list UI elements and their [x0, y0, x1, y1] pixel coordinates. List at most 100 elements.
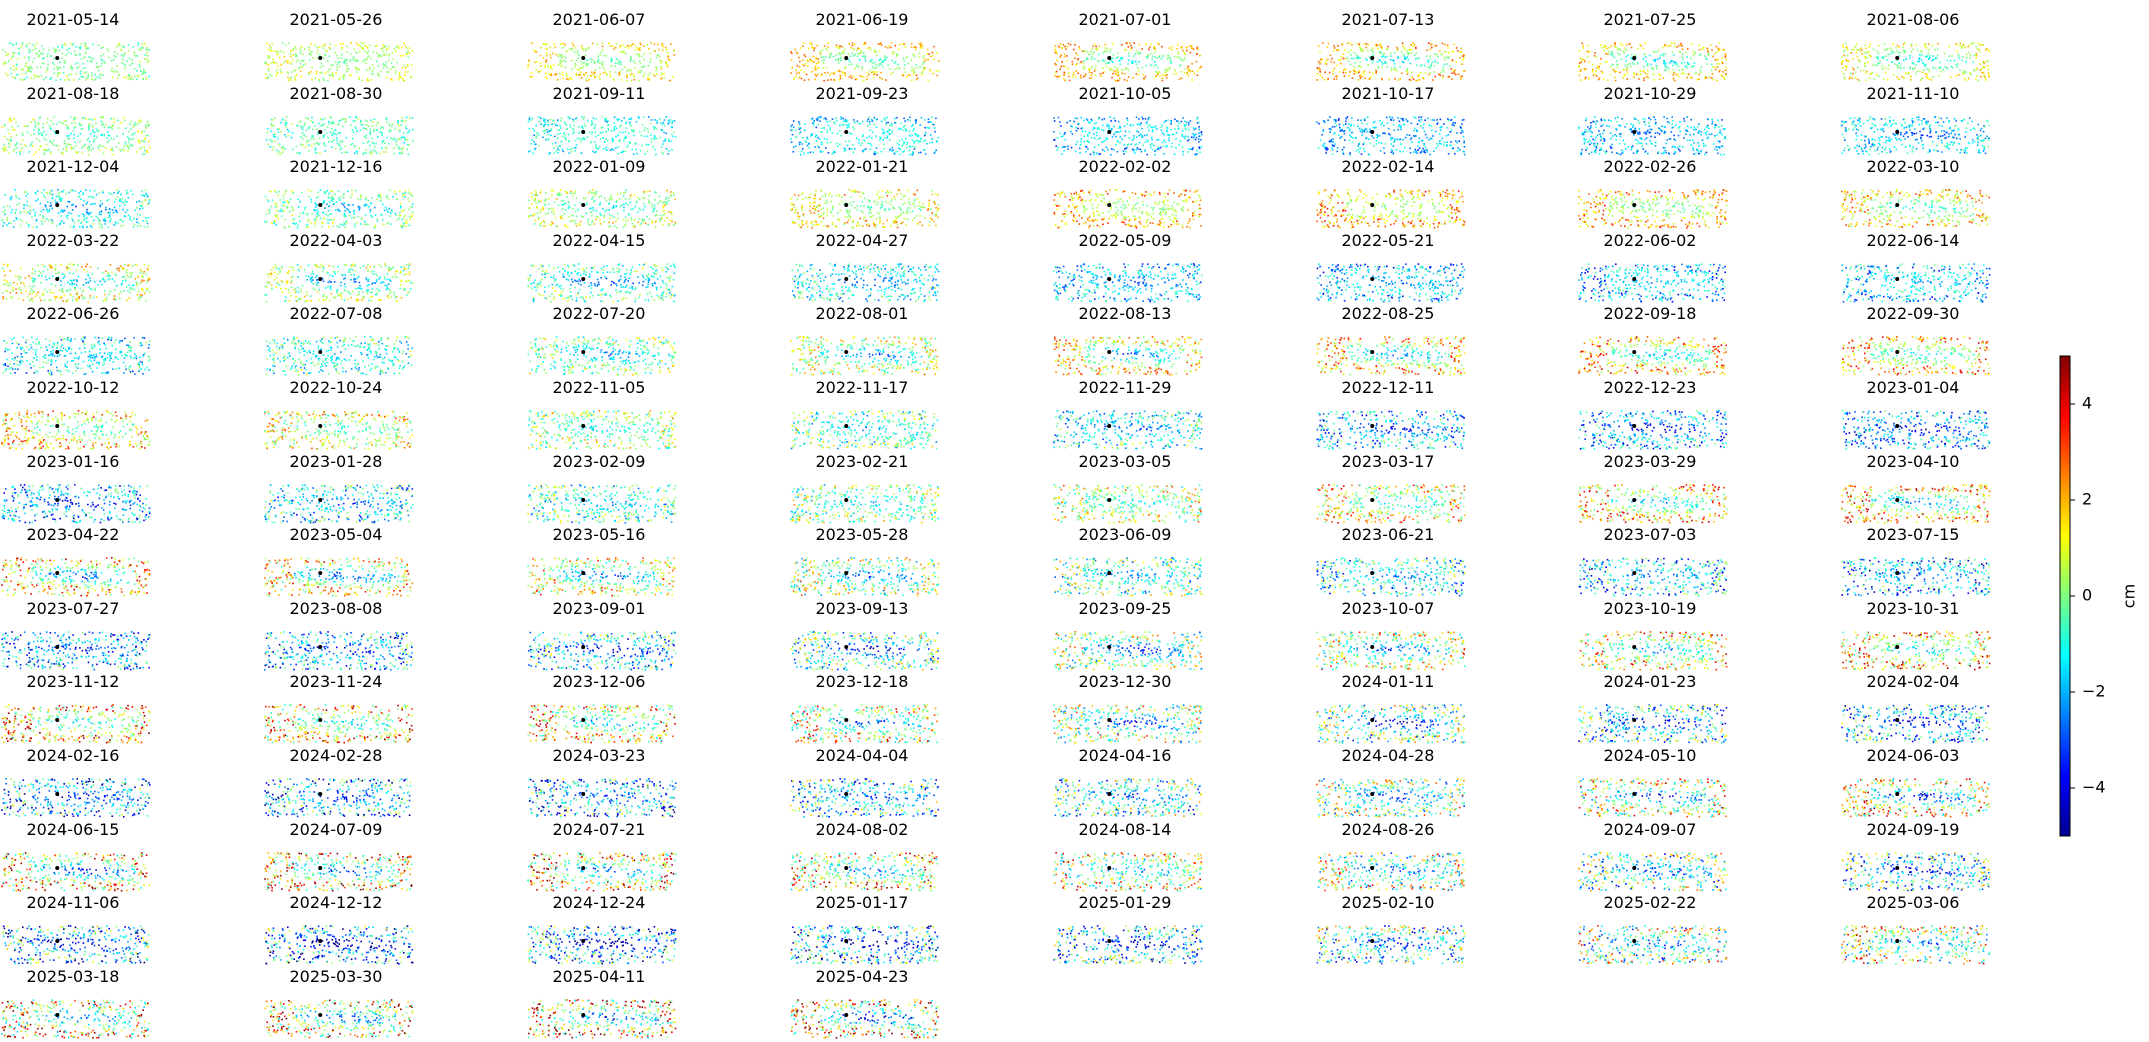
displacement-point [16, 141, 18, 144]
displacement-point [1351, 44, 1353, 46]
displacement-point [1093, 126, 1095, 128]
displacement-point [1433, 71, 1436, 73]
displacement-point [1439, 118, 1442, 120]
displacement-point [1721, 75, 1723, 78]
displacement-point [89, 132, 92, 135]
displacement-point [904, 129, 907, 132]
displacement-point [1436, 121, 1439, 124]
displacement-point [145, 77, 148, 79]
displacement-point [336, 54, 338, 57]
displacement-point [560, 140, 562, 142]
displacement-point [1889, 47, 1891, 50]
displacement-point [611, 137, 613, 139]
displacement-point [1981, 71, 1983, 74]
displacement-point [142, 72, 144, 74]
displacement-point [799, 47, 802, 49]
displacement-point [1710, 69, 1713, 72]
displacement-point [283, 51, 285, 53]
displacement-point [918, 140, 921, 143]
displacement-point [346, 68, 348, 70]
displacement-point [929, 55, 932, 58]
displacement-point [823, 137, 826, 139]
displacement-point [571, 42, 574, 45]
displacement-point [1085, 117, 1088, 120]
displacement-point [1429, 43, 1432, 46]
displacement-point [912, 129, 914, 131]
displacement-point [1197, 48, 1199, 51]
displacement-point [313, 142, 316, 145]
displacement-point [575, 74, 578, 77]
displacement-point [919, 66, 921, 68]
displacement-point [1176, 44, 1179, 46]
reference-point [844, 55, 849, 60]
displacement-point [367, 124, 370, 127]
displacement-point [385, 53, 388, 56]
displacement-point [1962, 71, 1965, 74]
displacement-point [528, 61, 531, 63]
displacement-point [1348, 74, 1350, 77]
displacement-point [823, 45, 826, 47]
displacement-point [102, 115, 104, 118]
displacement-point [345, 120, 348, 122]
displacement-point [926, 126, 929, 129]
displacement-point [1429, 58, 1432, 60]
displacement-point [1881, 64, 1884, 67]
displacement-point [802, 45, 804, 47]
displacement-point [63, 66, 65, 68]
displacement-point [12, 44, 14, 46]
displacement-point [1400, 51, 1403, 53]
displacement-point [1176, 119, 1178, 122]
displacement-point [896, 55, 898, 57]
displacement-point [407, 153, 410, 155]
displacement-point [872, 131, 874, 133]
displacement-point [1331, 125, 1334, 128]
displacement-point [281, 146, 284, 148]
displacement-point [1127, 76, 1130, 78]
displacement-point [1341, 128, 1344, 131]
displacement-point [881, 78, 883, 80]
displacement-point [1084, 73, 1087, 76]
displacement-point [1928, 68, 1930, 71]
displacement-point [626, 74, 628, 76]
displacement-point [1407, 58, 1409, 61]
displacement-point [1416, 129, 1418, 131]
displacement-point [38, 50, 40, 52]
displacement-point [1415, 46, 1417, 49]
displacement-point [25, 62, 27, 65]
displacement-point [549, 46, 551, 48]
displacement-point [278, 127, 281, 129]
displacement-point [32, 61, 34, 63]
displacement-point [1407, 49, 1409, 51]
displacement-point [1924, 64, 1926, 67]
displacement-point [1333, 144, 1335, 147]
displacement-point [1898, 62, 1900, 64]
displacement-point [1097, 117, 1100, 120]
displacement-point [1328, 71, 1331, 74]
displacement-point [1420, 72, 1422, 74]
displacement-point [1144, 149, 1146, 152]
displacement-point [97, 44, 100, 46]
displacement-point [286, 128, 289, 131]
displacement-point [924, 58, 927, 61]
displacement-point [528, 59, 530, 62]
displacement-point [618, 118, 620, 120]
displacement-point [366, 141, 369, 143]
displacement-point [608, 42, 610, 45]
displacement-point [1457, 146, 1459, 149]
displacement-point [910, 125, 913, 127]
displacement-point [1445, 134, 1448, 137]
displacement-point [815, 57, 817, 59]
displacement-point [877, 64, 880, 67]
displacement-point [23, 143, 26, 146]
displacement-point [146, 49, 149, 51]
displacement-point [1147, 57, 1149, 59]
displacement-point [1409, 147, 1411, 149]
displacement-point [1871, 72, 1874, 74]
displacement-point [929, 141, 931, 144]
displacement-point [1681, 45, 1683, 47]
displacement-point [68, 143, 70, 145]
displacement-point [560, 43, 562, 45]
displacement-point [1093, 153, 1095, 155]
displacement-point [1197, 137, 1200, 140]
displacement-point [27, 124, 29, 127]
